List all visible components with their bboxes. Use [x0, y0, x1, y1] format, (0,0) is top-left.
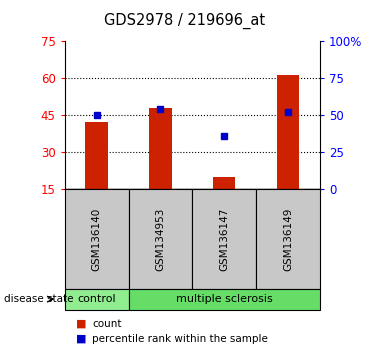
Bar [85, 122, 108, 189]
Text: multiple sclerosis: multiple sclerosis [176, 294, 273, 304]
Text: GDS2978 / 219696_at: GDS2978 / 219696_at [104, 12, 266, 29]
Text: GSM136140: GSM136140 [92, 207, 102, 270]
Text: GSM136149: GSM136149 [283, 207, 293, 271]
Text: ■: ■ [76, 334, 86, 344]
Text: count: count [92, 319, 122, 329]
Text: control: control [77, 294, 116, 304]
Text: GSM134953: GSM134953 [155, 207, 165, 271]
Text: GSM136147: GSM136147 [219, 207, 229, 271]
Bar [277, 75, 299, 189]
Text: ■: ■ [76, 319, 86, 329]
Bar [213, 177, 235, 189]
Text: percentile rank within the sample: percentile rank within the sample [92, 334, 268, 344]
Text: disease state: disease state [4, 294, 73, 304]
Bar [149, 108, 172, 189]
